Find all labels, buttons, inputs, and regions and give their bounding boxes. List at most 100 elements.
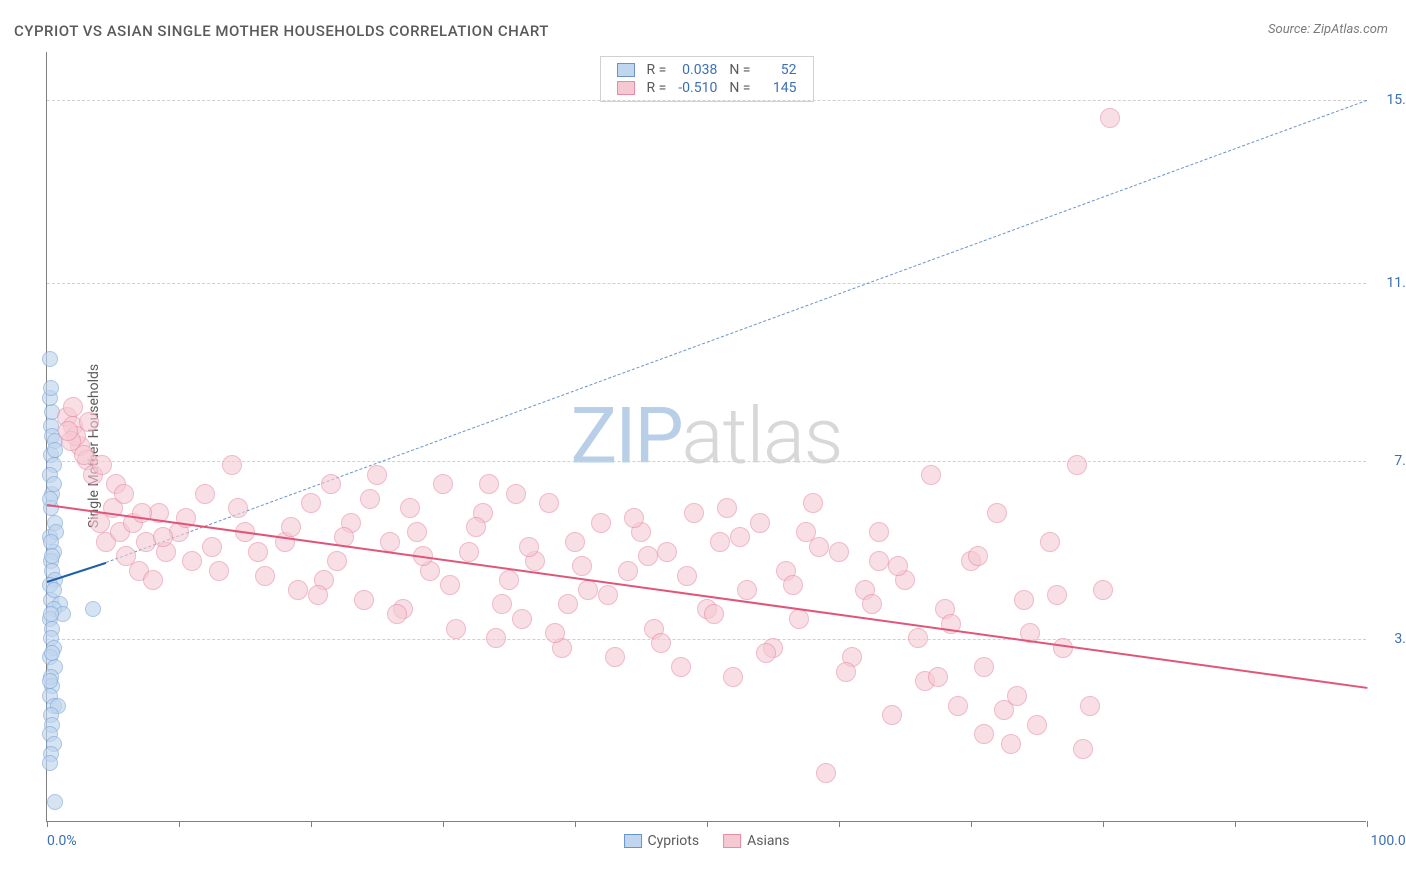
scatter-point: [63, 397, 83, 417]
scatter-point: [1027, 715, 1047, 735]
scatter-point: [85, 601, 101, 617]
scatter-point: [288, 580, 308, 600]
y-tick-label: 7.5%: [1394, 453, 1406, 469]
x-tick: [179, 821, 180, 827]
scatter-point: [730, 527, 750, 547]
scatter-point: [255, 566, 275, 586]
scatter-point: [816, 763, 836, 783]
watermark-atlas: atlas: [682, 391, 843, 482]
scatter-point: [862, 594, 882, 614]
scatter-point: [677, 566, 697, 586]
scatter-point: [1040, 532, 1060, 552]
scatter-point: [492, 594, 512, 614]
scatter-point: [624, 508, 644, 528]
scatter-point: [195, 484, 215, 504]
source-label: Source: ZipAtlas.com: [1268, 22, 1388, 37]
scatter-point: [46, 582, 62, 598]
scatter-point: [591, 513, 611, 533]
legend-row: R =0.038N =52: [611, 61, 803, 79]
scatter-point: [888, 556, 908, 576]
scatter-point: [803, 493, 823, 513]
scatter-point: [308, 585, 328, 605]
grid-line: [47, 283, 1366, 284]
scatter-point: [717, 498, 737, 518]
scatter-point: [565, 532, 585, 552]
scatter-point: [882, 705, 902, 725]
scatter-point: [407, 522, 427, 542]
scatter-point: [638, 546, 658, 566]
x-tick: [839, 821, 840, 827]
scatter-point: [796, 522, 816, 542]
scatter-point: [327, 551, 347, 571]
trend-line: [106, 100, 1367, 563]
grid-line: [47, 100, 1366, 101]
legend-n-value: 145: [757, 79, 803, 97]
scatter-point: [704, 604, 724, 624]
scatter-point: [47, 794, 63, 810]
watermark: ZIPatlas: [571, 391, 843, 482]
x-axis-min-label: 0.0%: [47, 833, 77, 849]
scatter-point: [228, 498, 248, 518]
scatter-point: [1014, 590, 1034, 610]
scatter-point: [723, 667, 743, 687]
x-axis-max-label: 100.0%: [1371, 833, 1406, 849]
y-tick-label: 15.0%: [1386, 92, 1406, 108]
scatter-point: [400, 498, 420, 518]
scatter-point: [479, 474, 499, 494]
x-tick: [575, 821, 576, 827]
scatter-point: [987, 503, 1007, 523]
scatter-point: [1047, 585, 1067, 605]
scatter-point: [380, 532, 400, 552]
x-tick: [1103, 821, 1104, 827]
legend-swatch: [617, 81, 635, 95]
scatter-point: [79, 412, 99, 432]
scatter-point: [829, 542, 849, 562]
scatter-point: [47, 442, 63, 458]
scatter-point: [928, 667, 948, 687]
scatter-point: [153, 527, 173, 547]
scatter-point: [360, 489, 380, 509]
legend-swatch: [624, 834, 642, 848]
y-tick-label: 11.2%: [1386, 275, 1406, 291]
scatter-point: [1067, 455, 1087, 475]
scatter-point: [618, 561, 638, 581]
scatter-point: [114, 484, 134, 504]
scatter-point: [42, 673, 58, 689]
x-tick: [47, 821, 48, 827]
scatter-point: [869, 551, 889, 571]
scatter-point: [321, 474, 341, 494]
scatter-point: [92, 455, 112, 475]
legend-swatch: [723, 834, 741, 848]
legend-r-label: R =: [641, 79, 673, 97]
legend-n-label: N =: [723, 79, 756, 97]
legend-n-value: 52: [757, 61, 803, 79]
scatter-point: [367, 465, 387, 485]
x-tick: [1367, 821, 1368, 827]
scatter-point: [789, 609, 809, 629]
scatter-point: [512, 609, 532, 629]
scatter-point: [750, 513, 770, 533]
scatter-point: [44, 645, 60, 661]
scatter-point: [1001, 734, 1021, 754]
legend-n-label: N =: [723, 61, 756, 79]
scatter-point: [499, 570, 519, 590]
scatter-point: [519, 537, 539, 557]
scatter-point: [1007, 686, 1027, 706]
scatter-point: [301, 493, 321, 513]
scatter-point: [506, 484, 526, 504]
scatter-point: [869, 522, 889, 542]
scatter-point: [710, 532, 730, 552]
scatter-point: [921, 465, 941, 485]
legend-series-name: Cypriots: [648, 833, 700, 849]
scatter-point: [440, 575, 460, 595]
x-tick: [707, 821, 708, 827]
scatter-point: [281, 517, 301, 537]
scatter-point: [1093, 580, 1113, 600]
plot-area: ZIPatlas R =0.038N =52R =-0.510N =145 Cy…: [46, 52, 1366, 822]
correlation-legend: R =0.038N =52R =-0.510N =145: [600, 56, 814, 102]
scatter-point: [684, 503, 704, 523]
legend-swatch: [617, 63, 635, 77]
scatter-point: [558, 594, 578, 614]
scatter-point: [202, 537, 222, 557]
scatter-point: [44, 548, 60, 564]
